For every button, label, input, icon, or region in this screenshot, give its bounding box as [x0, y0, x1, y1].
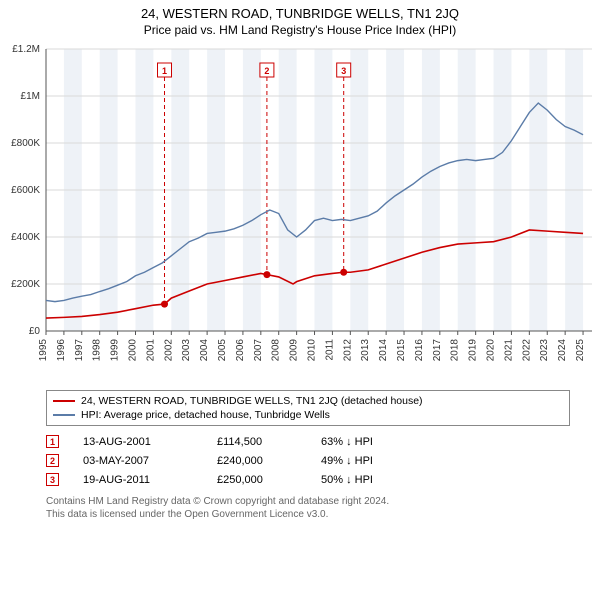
svg-text:1: 1: [162, 66, 167, 76]
legend-box: 24, WESTERN ROAD, TUNBRIDGE WELLS, TN1 2…: [46, 390, 570, 426]
svg-text:£800K: £800K: [11, 138, 40, 149]
svg-text:2002: 2002: [163, 339, 174, 362]
sale-price: £250,000: [217, 474, 297, 486]
sale-date: 19-AUG-2011: [83, 474, 193, 486]
svg-text:2021: 2021: [503, 339, 514, 362]
svg-text:£200K: £200K: [11, 279, 40, 290]
sale-marker-2: 2: [46, 454, 59, 467]
sale-marker-1: 1: [46, 435, 59, 448]
svg-text:2006: 2006: [235, 339, 246, 362]
svg-text:2022: 2022: [521, 339, 532, 362]
svg-text:2011: 2011: [324, 339, 335, 361]
footer-line-1: Contains HM Land Registry data © Crown c…: [46, 495, 570, 508]
svg-text:2024: 2024: [557, 339, 568, 362]
svg-text:£1M: £1M: [21, 91, 40, 102]
legend-label-hpi: HPI: Average price, detached house, Tunb…: [81, 409, 330, 421]
svg-text:2025: 2025: [575, 339, 586, 362]
sale-price: £240,000: [217, 455, 297, 467]
svg-text:1996: 1996: [56, 339, 67, 362]
svg-text:1999: 1999: [110, 339, 121, 362]
svg-text:2003: 2003: [181, 339, 192, 362]
svg-text:£600K: £600K: [11, 185, 40, 196]
svg-text:1995: 1995: [38, 339, 49, 362]
sale-delta: 63% ↓ HPI: [321, 436, 411, 448]
chart-subtitle: Price paid vs. HM Land Registry's House …: [0, 23, 600, 37]
svg-text:2004: 2004: [199, 339, 210, 362]
chart-container: £0 £200K £400K £600K £800K £1M £1.2M 1995 1996 19…: [0, 41, 600, 384]
svg-text:2000: 2000: [128, 339, 139, 362]
sales-table: 1 13-AUG-2001 £114,500 63% ↓ HPI 2 03-MA…: [46, 432, 570, 489]
sale-date: 03-MAY-2007: [83, 455, 193, 467]
legend-swatch-hpi: [53, 414, 75, 416]
svg-text:2015: 2015: [396, 339, 407, 362]
svg-text:2005: 2005: [217, 339, 228, 362]
svg-text:£0: £0: [29, 326, 41, 337]
svg-text:2023: 2023: [539, 339, 550, 362]
footer-line-2: This data is licensed under the Open Gov…: [46, 508, 570, 521]
svg-text:2007: 2007: [253, 339, 264, 362]
svg-text:2018: 2018: [450, 339, 461, 362]
svg-text:2013: 2013: [360, 339, 371, 362]
svg-text:2010: 2010: [307, 339, 318, 362]
price-chart: £0 £200K £400K £600K £800K £1M £1.2M 1995 1996 19…: [0, 41, 600, 381]
sale-price: £114,500: [217, 436, 297, 448]
sale-date: 13-AUG-2001: [83, 436, 193, 448]
svg-text:2014: 2014: [378, 339, 389, 362]
svg-text:2017: 2017: [432, 339, 443, 362]
legend-swatch-property: [53, 400, 75, 402]
svg-text:2001: 2001: [145, 339, 156, 362]
sales-row: 3 19-AUG-2011 £250,000 50% ↓ HPI: [46, 470, 570, 489]
sale-delta: 50% ↓ HPI: [321, 474, 411, 486]
legend-row-hpi: HPI: Average price, detached house, Tunb…: [53, 408, 563, 422]
sale-marker-3: 3: [46, 473, 59, 486]
svg-text:2019: 2019: [468, 339, 479, 362]
sale-delta: 49% ↓ HPI: [321, 455, 411, 467]
chart-title: 24, WESTERN ROAD, TUNBRIDGE WELLS, TN1 2…: [0, 6, 600, 21]
svg-text:3: 3: [341, 66, 346, 76]
svg-text:2012: 2012: [342, 339, 353, 362]
svg-text:£400K: £400K: [11, 232, 40, 243]
svg-text:2008: 2008: [271, 339, 282, 362]
svg-text:2009: 2009: [289, 339, 300, 362]
sales-row: 2 03-MAY-2007 £240,000 49% ↓ HPI: [46, 451, 570, 470]
svg-text:2: 2: [264, 66, 269, 76]
legend-row-property: 24, WESTERN ROAD, TUNBRIDGE WELLS, TN1 2…: [53, 394, 563, 408]
legend-label-property: 24, WESTERN ROAD, TUNBRIDGE WELLS, TN1 2…: [81, 395, 423, 407]
sales-row: 1 13-AUG-2001 £114,500 63% ↓ HPI: [46, 432, 570, 451]
svg-text:£1.2M: £1.2M: [12, 44, 40, 55]
svg-text:1997: 1997: [74, 339, 85, 362]
svg-text:1998: 1998: [92, 339, 103, 362]
footer-attribution: Contains HM Land Registry data © Crown c…: [46, 495, 570, 521]
svg-text:2020: 2020: [486, 339, 497, 362]
svg-text:2016: 2016: [414, 339, 425, 362]
